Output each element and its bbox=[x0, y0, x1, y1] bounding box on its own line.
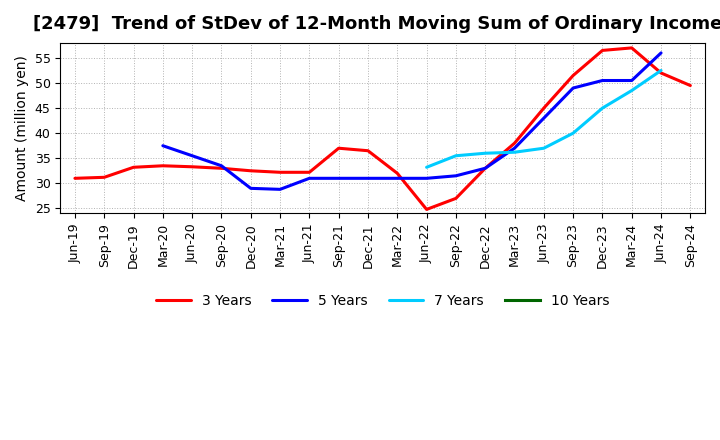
7 Years bbox=[510, 150, 519, 155]
5 Years bbox=[510, 146, 519, 151]
5 Years bbox=[188, 153, 197, 158]
3 Years bbox=[305, 170, 314, 175]
5 Years bbox=[569, 85, 577, 91]
7 Years bbox=[657, 68, 665, 73]
3 Years bbox=[393, 171, 402, 176]
5 Years bbox=[158, 143, 167, 148]
Line: 7 Years: 7 Years bbox=[426, 70, 661, 167]
3 Years bbox=[598, 48, 607, 53]
5 Years bbox=[305, 176, 314, 181]
Y-axis label: Amount (million yen): Amount (million yen) bbox=[15, 55, 29, 201]
Legend: 3 Years, 5 Years, 7 Years, 10 Years: 3 Years, 5 Years, 7 Years, 10 Years bbox=[150, 289, 615, 314]
5 Years bbox=[276, 187, 284, 192]
5 Years bbox=[246, 186, 255, 191]
Title: [2479]  Trend of StDev of 12-Month Moving Sum of Ordinary Incomes: [2479] Trend of StDev of 12-Month Moving… bbox=[32, 15, 720, 33]
5 Years bbox=[627, 78, 636, 83]
5 Years bbox=[422, 176, 431, 181]
3 Years bbox=[539, 106, 548, 111]
7 Years bbox=[422, 165, 431, 170]
7 Years bbox=[451, 153, 460, 158]
5 Years bbox=[393, 176, 402, 181]
7 Years bbox=[569, 131, 577, 136]
7 Years bbox=[481, 150, 490, 156]
3 Years bbox=[627, 45, 636, 51]
7 Years bbox=[598, 106, 607, 111]
3 Years bbox=[686, 83, 695, 88]
3 Years bbox=[569, 73, 577, 78]
3 Years bbox=[71, 176, 79, 181]
3 Years bbox=[188, 164, 197, 169]
7 Years bbox=[627, 88, 636, 93]
5 Years bbox=[451, 173, 460, 179]
3 Years bbox=[100, 175, 109, 180]
Line: 3 Years: 3 Years bbox=[75, 48, 690, 209]
3 Years bbox=[510, 140, 519, 146]
5 Years bbox=[481, 165, 490, 171]
7 Years bbox=[539, 146, 548, 151]
3 Years bbox=[129, 165, 138, 170]
3 Years bbox=[364, 148, 372, 154]
3 Years bbox=[158, 163, 167, 169]
5 Years bbox=[657, 50, 665, 55]
3 Years bbox=[657, 70, 665, 76]
3 Years bbox=[276, 170, 284, 175]
5 Years bbox=[364, 176, 372, 181]
5 Years bbox=[539, 115, 548, 121]
3 Years bbox=[217, 165, 226, 171]
3 Years bbox=[334, 146, 343, 151]
Line: 5 Years: 5 Years bbox=[163, 53, 661, 189]
5 Years bbox=[217, 163, 226, 169]
5 Years bbox=[334, 176, 343, 181]
3 Years bbox=[451, 196, 460, 201]
3 Years bbox=[422, 207, 431, 212]
5 Years bbox=[598, 78, 607, 83]
3 Years bbox=[481, 165, 490, 171]
3 Years bbox=[246, 168, 255, 173]
